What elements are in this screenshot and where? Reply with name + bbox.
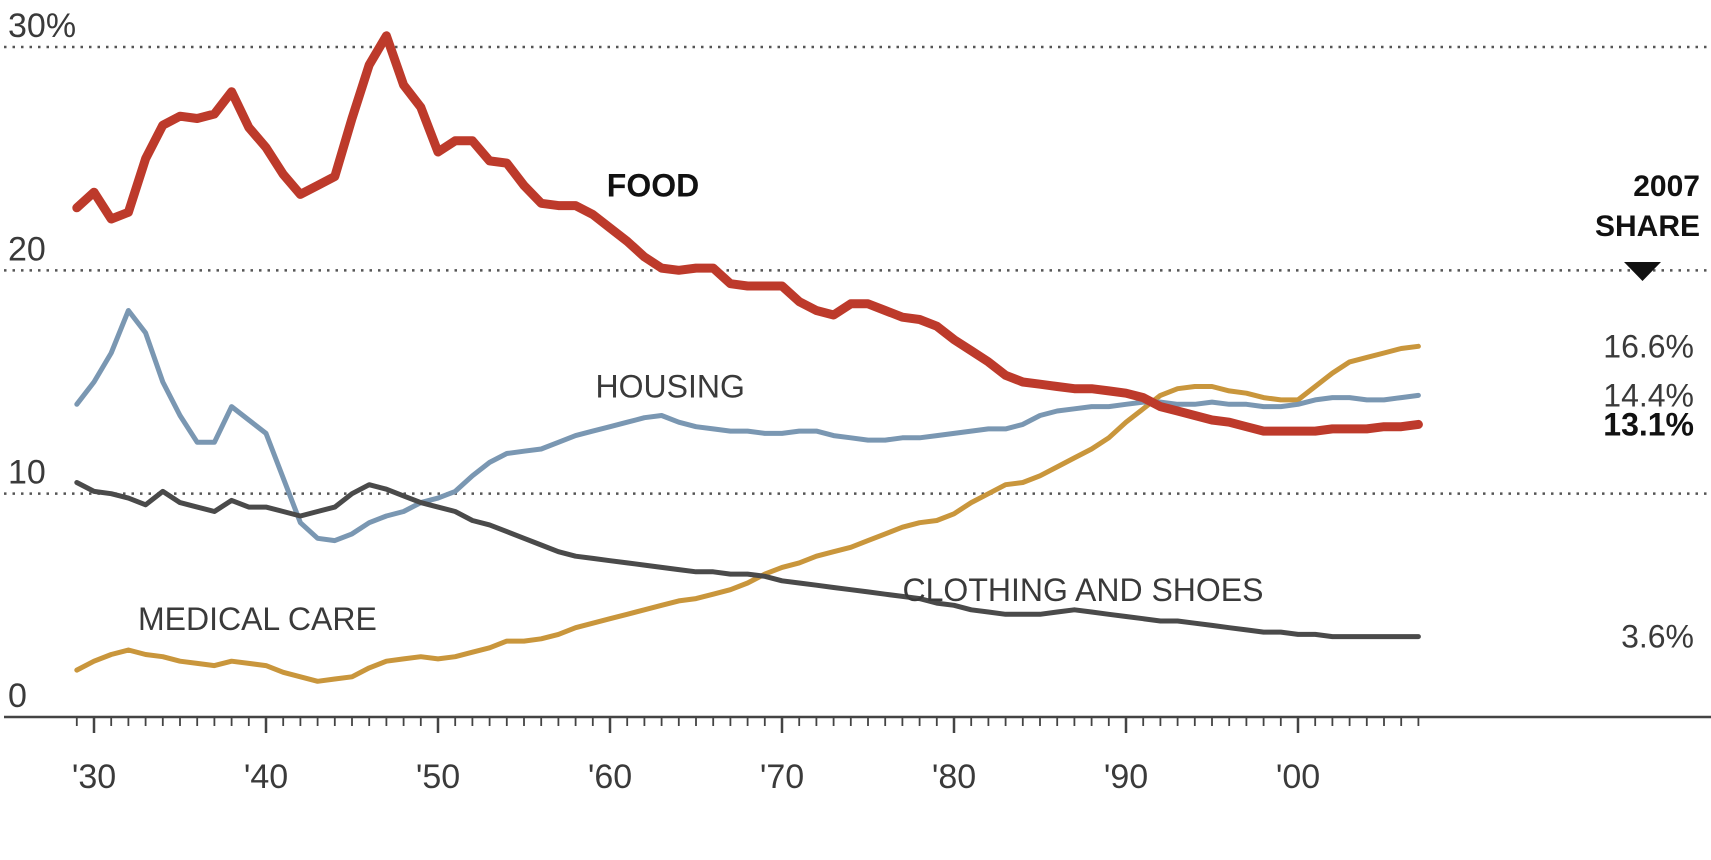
- header-share-label: SHARE: [1595, 210, 1700, 243]
- y-tick-label: 0: [8, 677, 27, 715]
- x-tick-label: '90: [1104, 758, 1148, 796]
- series-annotation: HOUSING: [596, 369, 745, 405]
- series-annotation: CLOTHING AND SHOES: [903, 572, 1264, 608]
- series-annotation: FOOD: [607, 168, 699, 204]
- x-axis: '30 '40 '50 '60 '70 '80 '90 '00: [4, 715, 1711, 796]
- series-line-housing: [74, 308, 1421, 544]
- y-tick-label: 10: [8, 454, 46, 492]
- end-value-label: 16.6%: [1603, 328, 1694, 364]
- x-tick-label: '00: [1276, 758, 1320, 796]
- end-value-label: 3.6%: [1621, 619, 1694, 655]
- x-tick-label: '60: [588, 758, 632, 796]
- y-tick-label: 20: [8, 230, 46, 268]
- series-annotation: MEDICAL CARE: [138, 601, 377, 637]
- end-value-label: 13.1%: [1603, 406, 1694, 442]
- header-year-label: 2007: [1633, 170, 1700, 203]
- x-tick-label: '30: [72, 758, 116, 796]
- x-tick-label: '70: [760, 758, 804, 796]
- end-value-label: 14.4%: [1603, 377, 1694, 413]
- end-share-header: 2007 SHARE: [1595, 170, 1700, 281]
- x-tick-label: '40: [244, 758, 288, 796]
- x-tick-label: '50: [416, 758, 460, 796]
- x-tick-label: '80: [932, 758, 976, 796]
- series-line-food: [72, 31, 1423, 436]
- down-arrow-icon: [1624, 262, 1661, 281]
- y-axis: 30% 20 10 0: [8, 7, 76, 715]
- y-tick-label: 30%: [8, 7, 76, 45]
- series-lines: [72, 31, 1423, 684]
- series-line-medical-care: [74, 343, 1421, 684]
- series-labels: 16.6% 14.4%13.1% 3.6% FOOD HOUSING MEDICAL CA…: [138, 168, 1694, 655]
- series-line-clothing-and-shoes: [74, 480, 1421, 640]
